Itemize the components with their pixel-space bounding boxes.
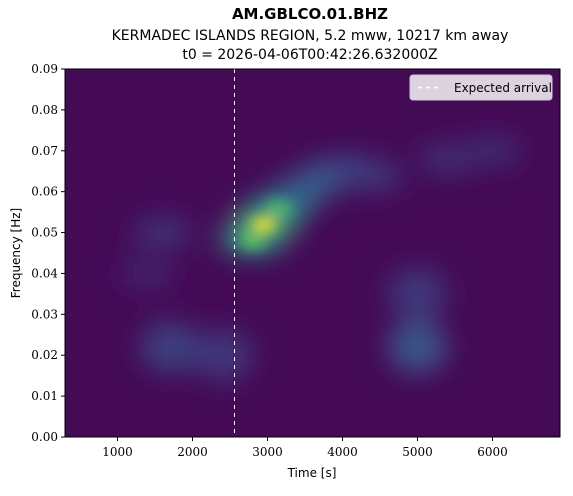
energy-blob-14 <box>462 134 523 167</box>
y-tick-label: 0.04 <box>31 266 58 280</box>
energy-layer <box>117 134 523 382</box>
y-tick-label: 0.03 <box>31 307 58 321</box>
energy-blob-11 <box>132 216 193 249</box>
spectrogram-background <box>65 69 560 437</box>
plot-frame <box>64 68 561 438</box>
energy-blob-7 <box>387 321 448 374</box>
x-axis: 1000 2000 3000 4000 5000 6000 <box>102 437 508 459</box>
x-tick-label: 3000 <box>252 445 283 459</box>
y-tick-label: 0.00 <box>31 430 58 444</box>
legend: Expected arrival <box>409 74 553 101</box>
legend-box <box>409 74 553 101</box>
x-tick-label: 6000 <box>477 445 508 459</box>
chart-subtitle-origin-time: t0 = 2026-04-06T00:42:26.632000Z <box>182 47 437 63</box>
energy-peak-0 <box>249 217 278 232</box>
chart-subtitle-event: KERMADEC ISLANDS REGION, 5.2 mww, 10217 … <box>112 28 509 44</box>
y-tick-label: 0.02 <box>31 348 58 362</box>
energy-peak-2 <box>264 201 293 216</box>
y-tick-label: 0.05 <box>31 226 58 240</box>
chart-title: AM.GBLCO.01.BHZ <box>232 5 388 23</box>
energy-blob-13 <box>417 142 478 175</box>
x-tick-label: 1000 <box>102 445 133 459</box>
y-tick-label: 0.07 <box>31 144 58 158</box>
y-axis-label: Frequency [Hz] <box>9 208 23 299</box>
y-tick-label: 0.01 <box>31 389 58 403</box>
energy-blob-9 <box>140 321 200 374</box>
y-tick-label: 0.06 <box>31 185 58 199</box>
y-axis: 0.00 0.01 0.02 0.03 0.04 0.05 0.06 0.07 0.08 0.09 <box>31 62 65 444</box>
energy-blob-8 <box>387 267 448 320</box>
energy-blob-10 <box>192 329 253 382</box>
x-tick-label: 2000 <box>177 445 208 459</box>
energy-core-layer <box>238 201 293 248</box>
energy-blob-6 <box>342 159 403 192</box>
y-tick-label: 0.09 <box>31 62 58 76</box>
x-tick-label: 5000 <box>402 445 433 459</box>
energy-peak-1 <box>238 233 267 248</box>
y-tick-label: 0.08 <box>31 103 58 117</box>
x-axis-label: Time [s] <box>287 466 337 480</box>
legend-label: Expected arrival <box>454 81 552 95</box>
x-tick-label: 4000 <box>327 445 358 459</box>
plot-area <box>65 69 560 437</box>
energy-blob-12 <box>117 257 178 290</box>
